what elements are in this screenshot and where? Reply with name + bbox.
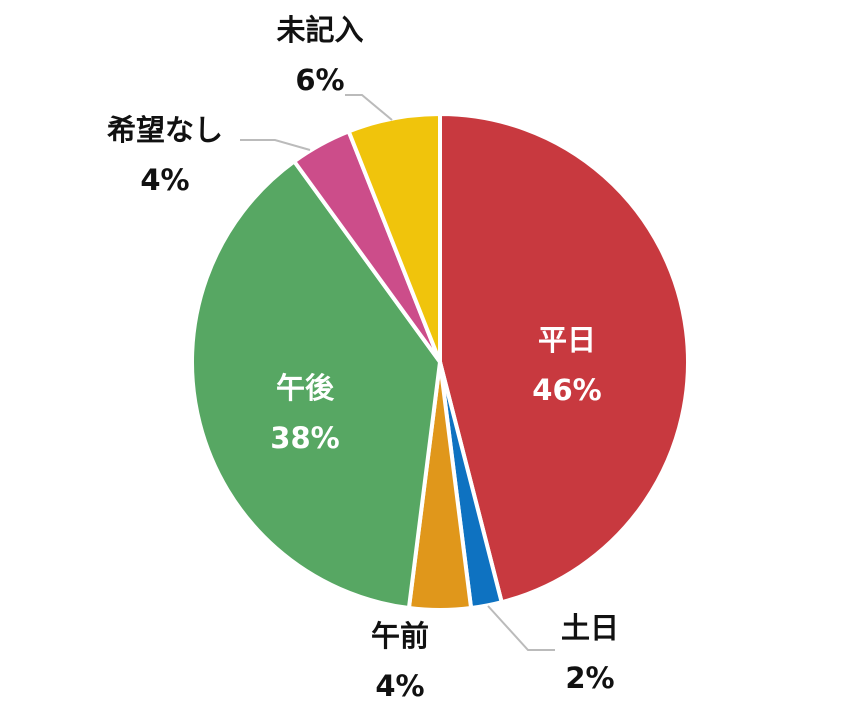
pie-slice xyxy=(190,158,443,611)
slice-label: 土日 xyxy=(561,611,619,645)
value-label: 46% xyxy=(532,373,601,407)
slice-label: 平日 xyxy=(538,323,596,357)
value-label: 38% xyxy=(270,421,339,455)
pie-slice xyxy=(346,111,442,363)
value-label: 4% xyxy=(375,669,424,703)
pie-slice xyxy=(438,111,690,605)
leader-line xyxy=(487,605,555,651)
slice-label: 未記入 xyxy=(276,13,363,47)
slice-label: 希望なし xyxy=(107,113,223,147)
slice-label: 午後 xyxy=(276,371,335,405)
value-label: 6% xyxy=(295,63,344,97)
value-label: 2% xyxy=(565,661,614,695)
slice-label: 午前 xyxy=(371,619,429,653)
leader-line xyxy=(345,94,393,121)
value-label: 4% xyxy=(140,163,189,197)
leader-line xyxy=(240,139,311,151)
